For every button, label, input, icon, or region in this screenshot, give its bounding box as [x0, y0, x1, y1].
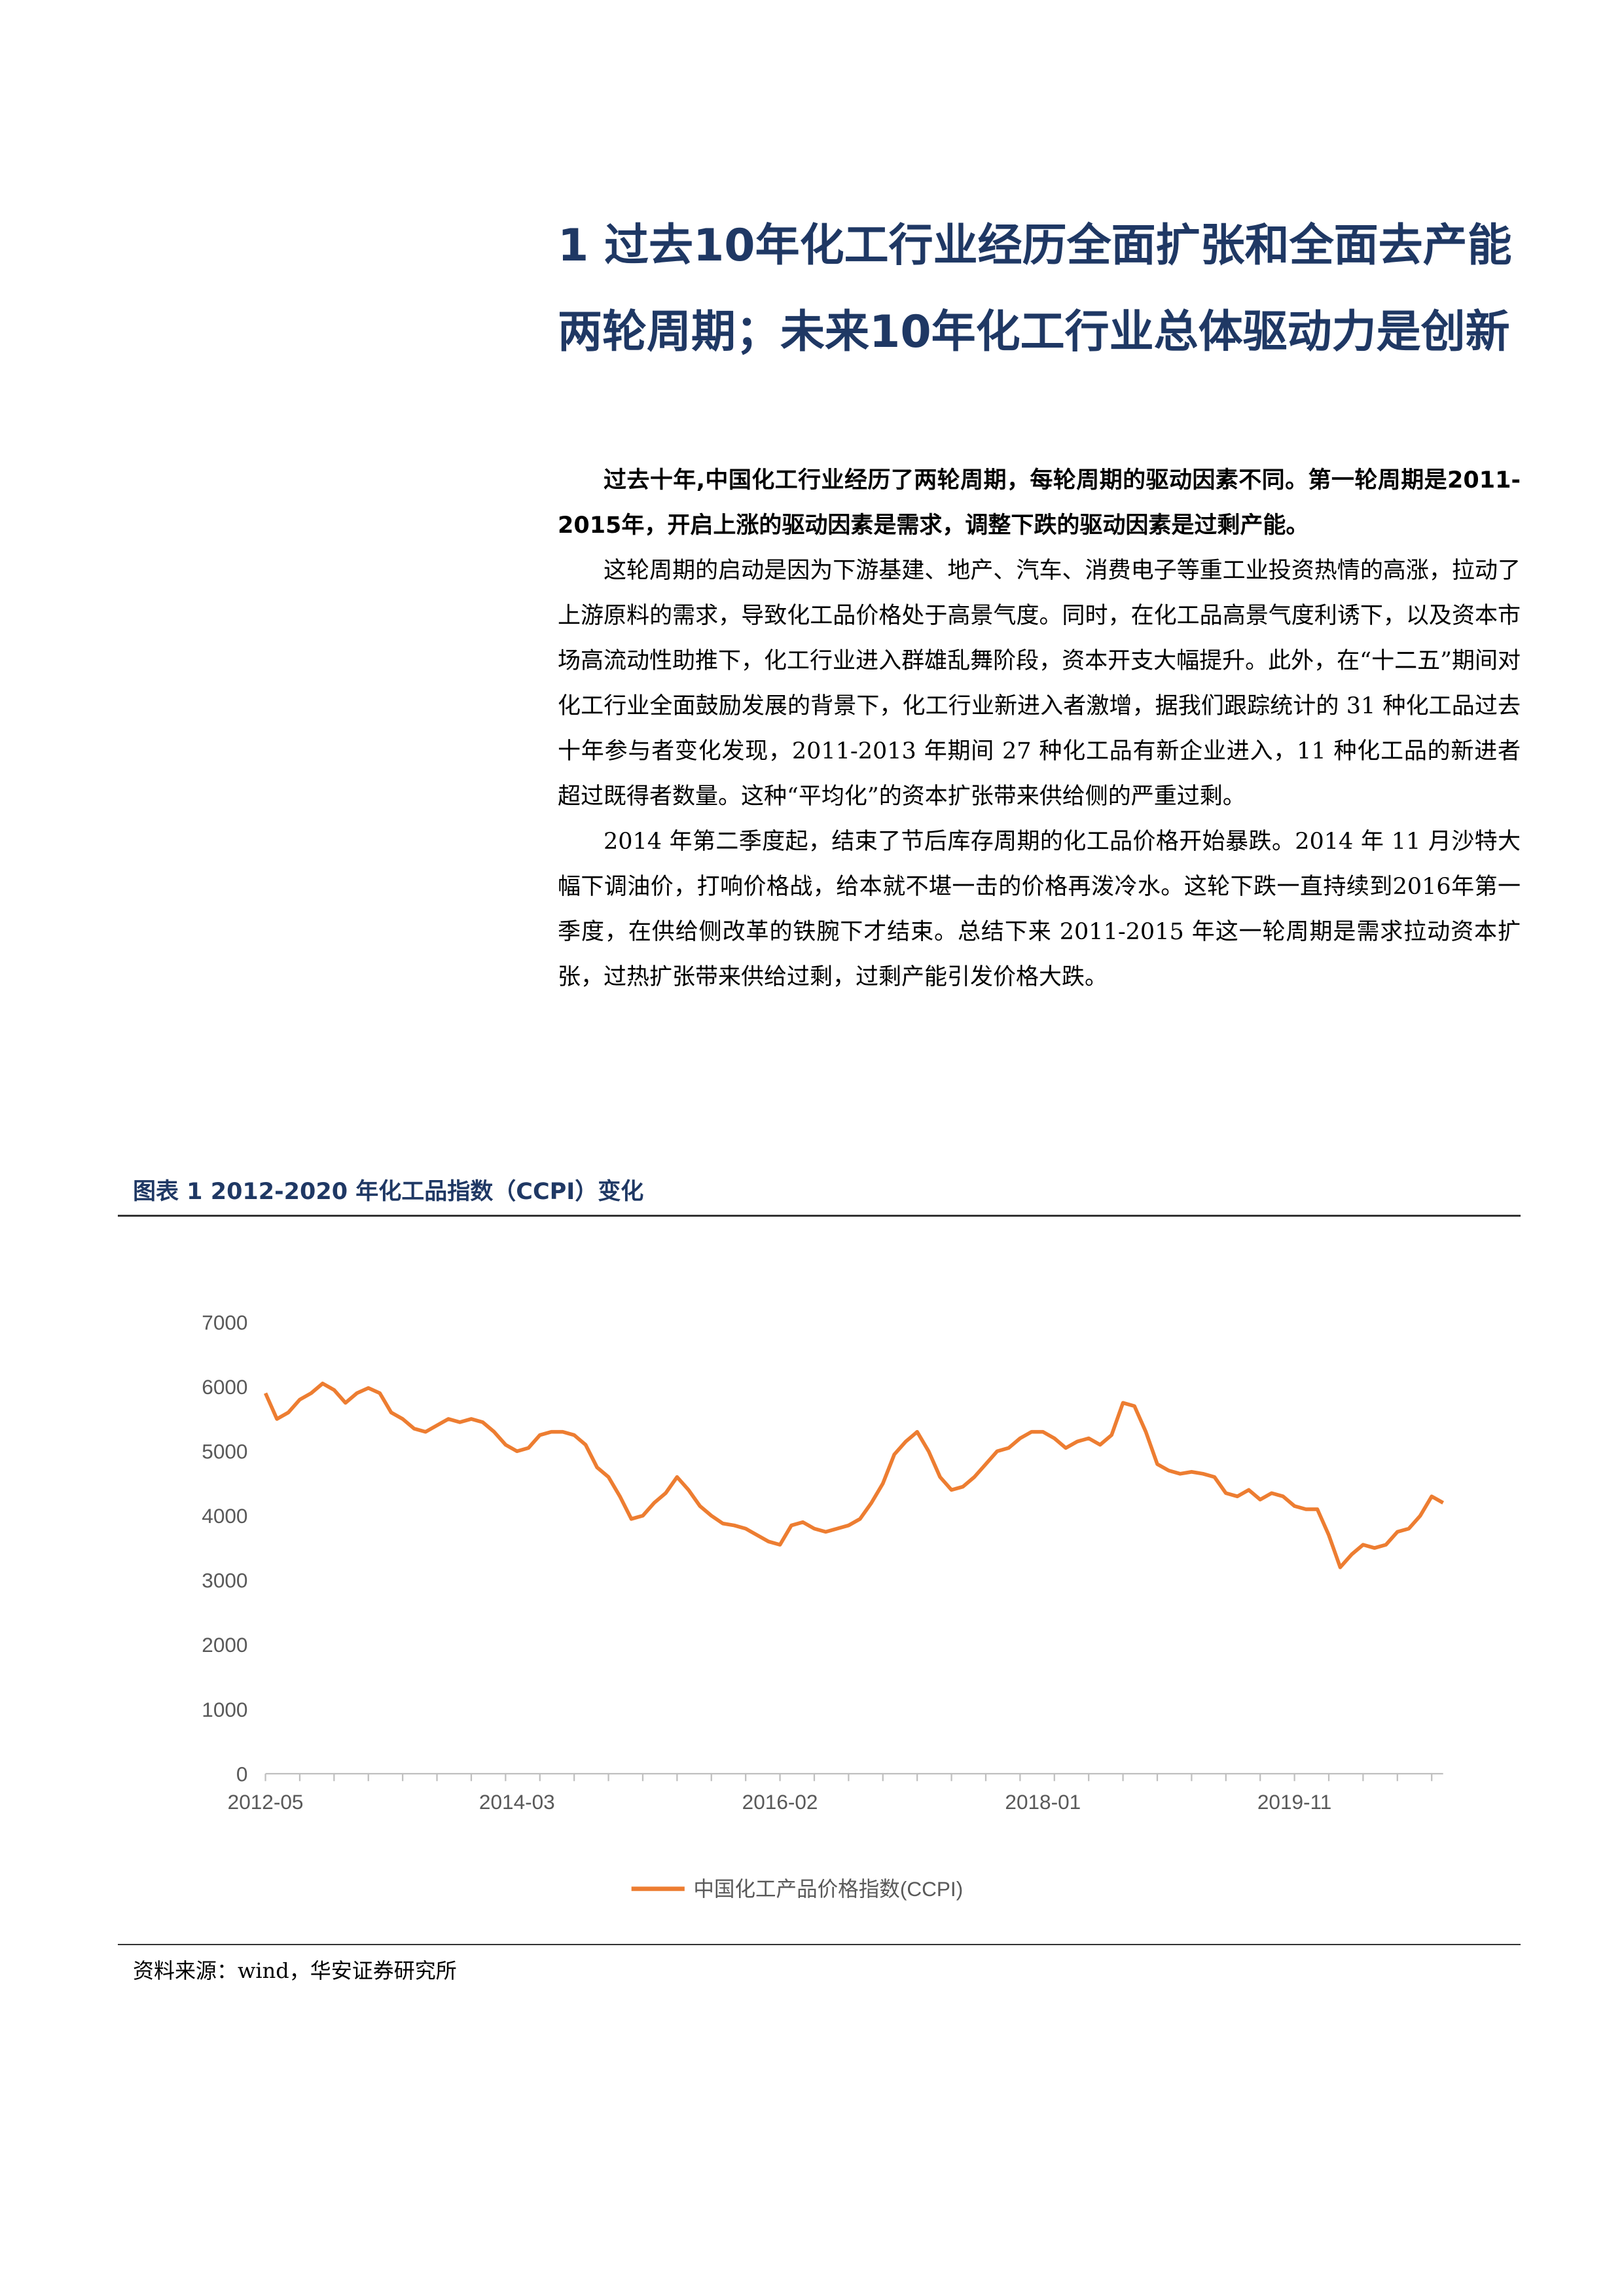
y-tick-label: 4000 [202, 1504, 247, 1528]
x-tick-label: 2019-11 [1257, 1790, 1331, 1814]
figure-caption: 图表 1 2012-2020 年化工品指数（CCPI）变化 [133, 1179, 644, 1205]
body-text: 过去十年,中国化工行业经历了两轮周期，每轮周期的驱动因素不同。第一轮周期是201… [558, 458, 1521, 1000]
x-tick-label: 2012-05 [228, 1790, 304, 1814]
paragraph: 过去十年,中国化工行业经历了两轮周期，每轮周期的驱动因素不同。第一轮周期是201… [558, 467, 1521, 539]
y-tick-label: 5000 [202, 1440, 247, 1463]
paragraph: 这轮周期的启动是因为下游基建、地产、汽车、消费电子等重工业投资热情的高涨，拉动了… [558, 558, 1521, 810]
y-tick-label: 3000 [202, 1569, 247, 1592]
legend-label: 中国化工产品价格指数(CCPI) [693, 1877, 963, 1901]
rule [118, 1944, 1521, 1945]
y-tick-label: 6000 [202, 1375, 247, 1399]
paragraph: 2014 年第二季度起，结束了节后库存周期的化工品价格开始暴跌。2014 年 1… [558, 829, 1521, 990]
series-line [263, 1381, 1445, 1570]
x-tick-label: 2014-03 [479, 1790, 555, 1814]
x-tick-label: 2018-01 [1005, 1790, 1081, 1814]
x-tick-label: 2016-02 [742, 1790, 818, 1814]
y-tick-label: 2000 [202, 1633, 247, 1657]
source-note: 资料来源：wind，华安证券研究所 [133, 1958, 457, 1983]
y-tick-label: 1000 [202, 1698, 247, 1721]
rule [118, 1215, 1521, 1217]
y-tick-label: 7000 [202, 1310, 247, 1334]
section-heading: 1 过去10年化工行业经历全面扩张和全面去产能两轮周期；未来10年化工行业总体驱… [558, 220, 1512, 358]
chart: 0 1000 2000 3000 4000 5000 6000 7000 2012-05 2014… [202, 1310, 1445, 1901]
y-tick-label: 0 [236, 1762, 248, 1785]
